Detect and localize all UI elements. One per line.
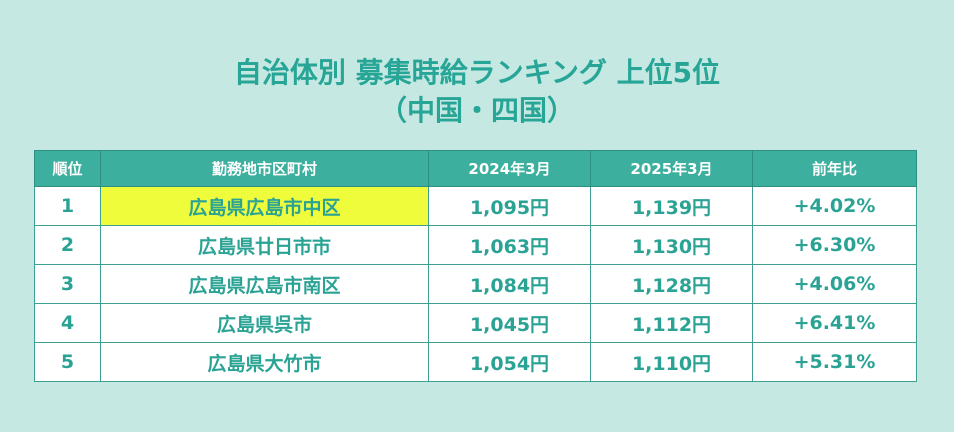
wage-2024-cell: 1,054円	[428, 342, 591, 382]
wage-2024-cell: 1,084円	[428, 264, 591, 304]
wage-2024-cell: 1,045円	[428, 303, 591, 343]
table-row: 2 広島県廿日市市 1,063円 1,130円 +6.30%	[34, 225, 917, 265]
wage-2025-cell: 1,130円	[590, 225, 753, 265]
table-row: 5 広島県大竹市 1,054円 1,110円 +5.31%	[34, 342, 917, 382]
yoy-cell: +6.41%	[752, 303, 917, 343]
table-row: 1 広島県広島市中区 1,095円 1,139円 +4.02%	[34, 186, 917, 226]
area-cell: 広島県呉市	[100, 303, 429, 343]
yoy-cell: +4.06%	[752, 264, 917, 304]
yoy-cell: +5.31%	[752, 342, 917, 382]
wage-2025-cell: 1,139円	[590, 186, 753, 226]
header-yoy: 前年比	[752, 150, 917, 187]
header-rank: 順位	[34, 150, 101, 187]
yoy-cell: +4.02%	[752, 186, 917, 226]
header-area: 勤務地市区町村	[100, 150, 429, 187]
area-cell: 広島県広島市南区	[100, 264, 429, 304]
rank-cell: 4	[34, 303, 101, 343]
rank-cell: 3	[34, 264, 101, 304]
rank-cell: 2	[34, 225, 101, 265]
page-title: 自治体別 募集時給ランキング 上位5位 （中国・四国）	[0, 54, 954, 130]
area-cell: 広島県廿日市市	[100, 225, 429, 265]
wage-2025-cell: 1,110円	[590, 342, 753, 382]
wage-2025-cell: 1,112円	[590, 303, 753, 343]
ranking-table: 順位 勤務地市区町村 2024年3月 2025年3月 前年比 1 広島県広島市中…	[34, 150, 917, 382]
wage-2024-cell: 1,095円	[428, 186, 591, 226]
title-line-2: （中国・四国）	[378, 94, 575, 127]
table-row: 3 広島県広島市南区 1,084円 1,128円 +4.06%	[34, 264, 917, 304]
area-cell-highlighted: 広島県広島市中区	[100, 186, 429, 226]
header-wage-2025: 2025年3月	[590, 150, 753, 187]
table-row: 4 広島県呉市 1,045円 1,112円 +6.41%	[34, 303, 917, 343]
title-line-1: 自治体別 募集時給ランキング 上位5位	[233, 56, 721, 89]
wage-2025-cell: 1,128円	[590, 264, 753, 304]
wage-2024-cell: 1,063円	[428, 225, 591, 265]
rank-cell: 5	[34, 342, 101, 382]
area-cell: 広島県大竹市	[100, 342, 429, 382]
rank-cell: 1	[34, 186, 101, 226]
yoy-cell: +6.30%	[752, 225, 917, 265]
table-header-row: 順位 勤務地市区町村 2024年3月 2025年3月 前年比	[34, 150, 917, 187]
header-wage-2024: 2024年3月	[428, 150, 591, 187]
